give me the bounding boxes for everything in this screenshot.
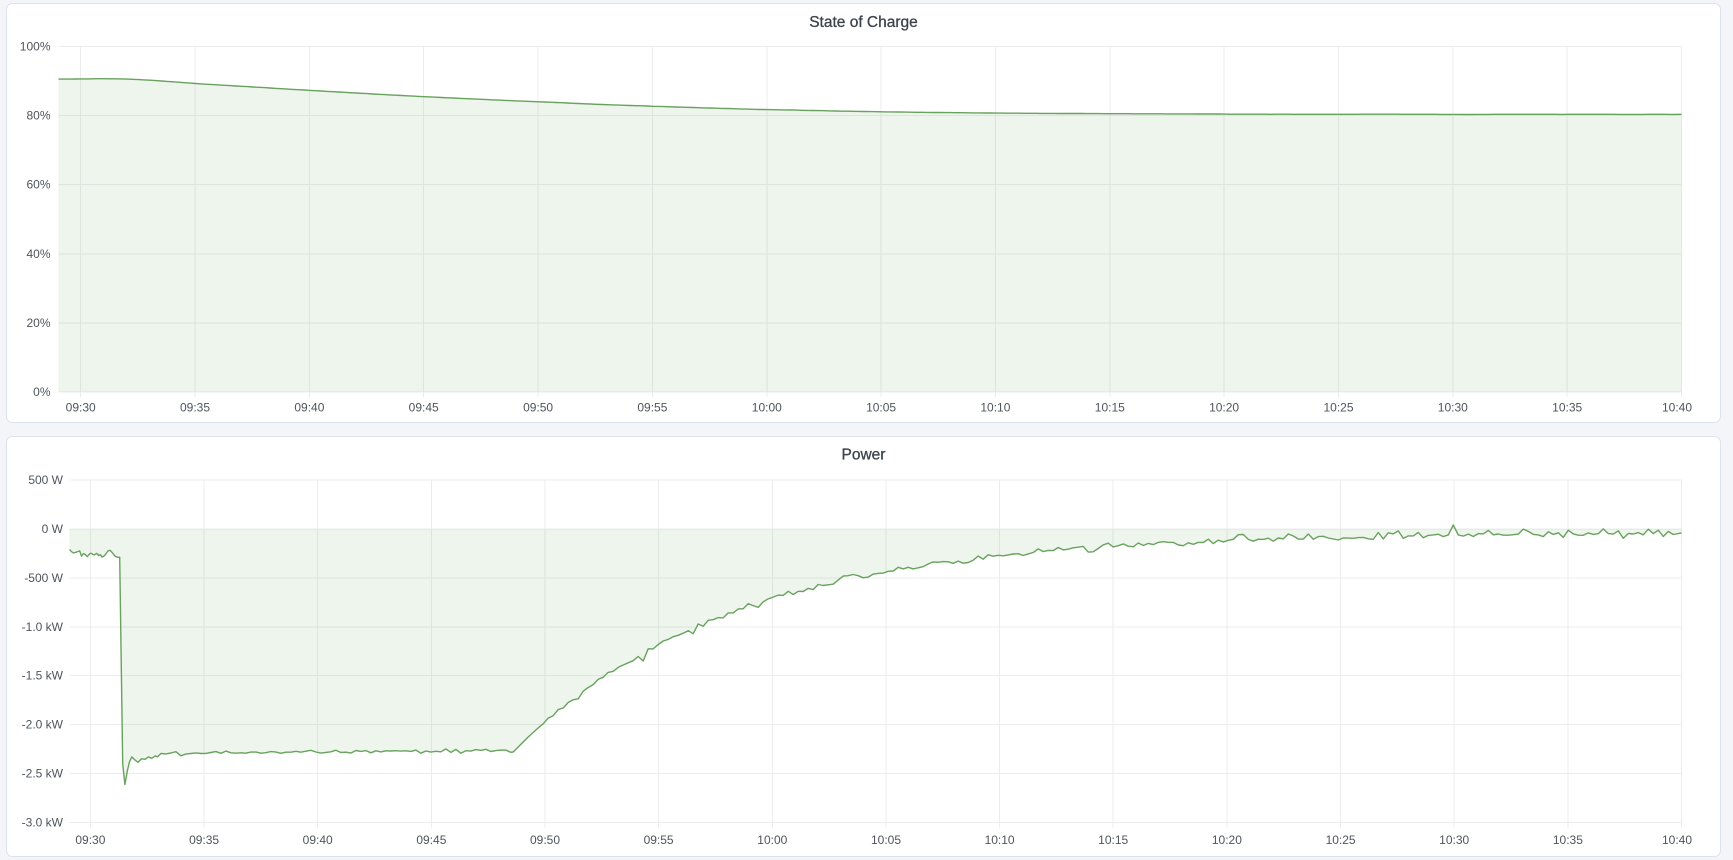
svg-text:09:45: 09:45 [409,401,439,415]
svg-text:10:20: 10:20 [1209,401,1239,415]
svg-text:40%: 40% [26,247,50,261]
svg-text:10:00: 10:00 [752,401,782,415]
svg-text:500 W: 500 W [28,473,63,487]
svg-text:09:30: 09:30 [75,833,105,847]
svg-text:10:00: 10:00 [757,833,787,847]
svg-text:Power: Power [842,447,886,464]
svg-text:10:10: 10:10 [980,401,1010,415]
svg-text:10:25: 10:25 [1323,401,1353,415]
svg-text:-3.0 kW: -3.0 kW [22,815,64,829]
svg-text:09:40: 09:40 [294,401,324,415]
svg-text:-2.5 kW: -2.5 kW [22,767,64,781]
svg-text:0 W: 0 W [42,522,64,536]
svg-text:-500 W: -500 W [24,571,63,585]
svg-text:10:10: 10:10 [985,833,1015,847]
svg-text:-1.0 kW: -1.0 kW [22,620,64,634]
svg-text:09:50: 09:50 [523,401,553,415]
svg-text:10:25: 10:25 [1326,833,1356,847]
svg-text:10:30: 10:30 [1439,833,1469,847]
svg-text:09:55: 09:55 [637,401,667,415]
svg-text:60%: 60% [26,178,50,192]
svg-text:80%: 80% [26,109,50,123]
svg-text:20%: 20% [26,316,50,330]
svg-text:100%: 100% [20,40,51,54]
svg-text:09:50: 09:50 [530,833,560,847]
svg-text:09:55: 09:55 [644,833,674,847]
svg-text:09:45: 09:45 [416,833,446,847]
svg-text:09:30: 09:30 [66,401,96,415]
svg-text:09:40: 09:40 [303,833,333,847]
svg-text:10:15: 10:15 [1098,833,1128,847]
svg-text:10:05: 10:05 [866,401,896,415]
svg-text:10:20: 10:20 [1212,833,1242,847]
svg-text:10:40: 10:40 [1662,833,1692,847]
svg-text:10:15: 10:15 [1095,401,1125,415]
svg-text:09:35: 09:35 [189,833,219,847]
svg-text:10:05: 10:05 [871,833,901,847]
svg-text:10:40: 10:40 [1662,401,1692,415]
svg-text:10:35: 10:35 [1553,833,1583,847]
svg-text:10:30: 10:30 [1438,401,1468,415]
svg-text:09:35: 09:35 [180,401,210,415]
svg-text:State of Charge: State of Charge [809,14,918,31]
svg-text:-2.0 kW: -2.0 kW [22,718,64,732]
svg-text:-1.5 kW: -1.5 kW [22,669,64,683]
svg-text:0%: 0% [33,385,51,399]
svg-text:10:35: 10:35 [1552,401,1582,415]
